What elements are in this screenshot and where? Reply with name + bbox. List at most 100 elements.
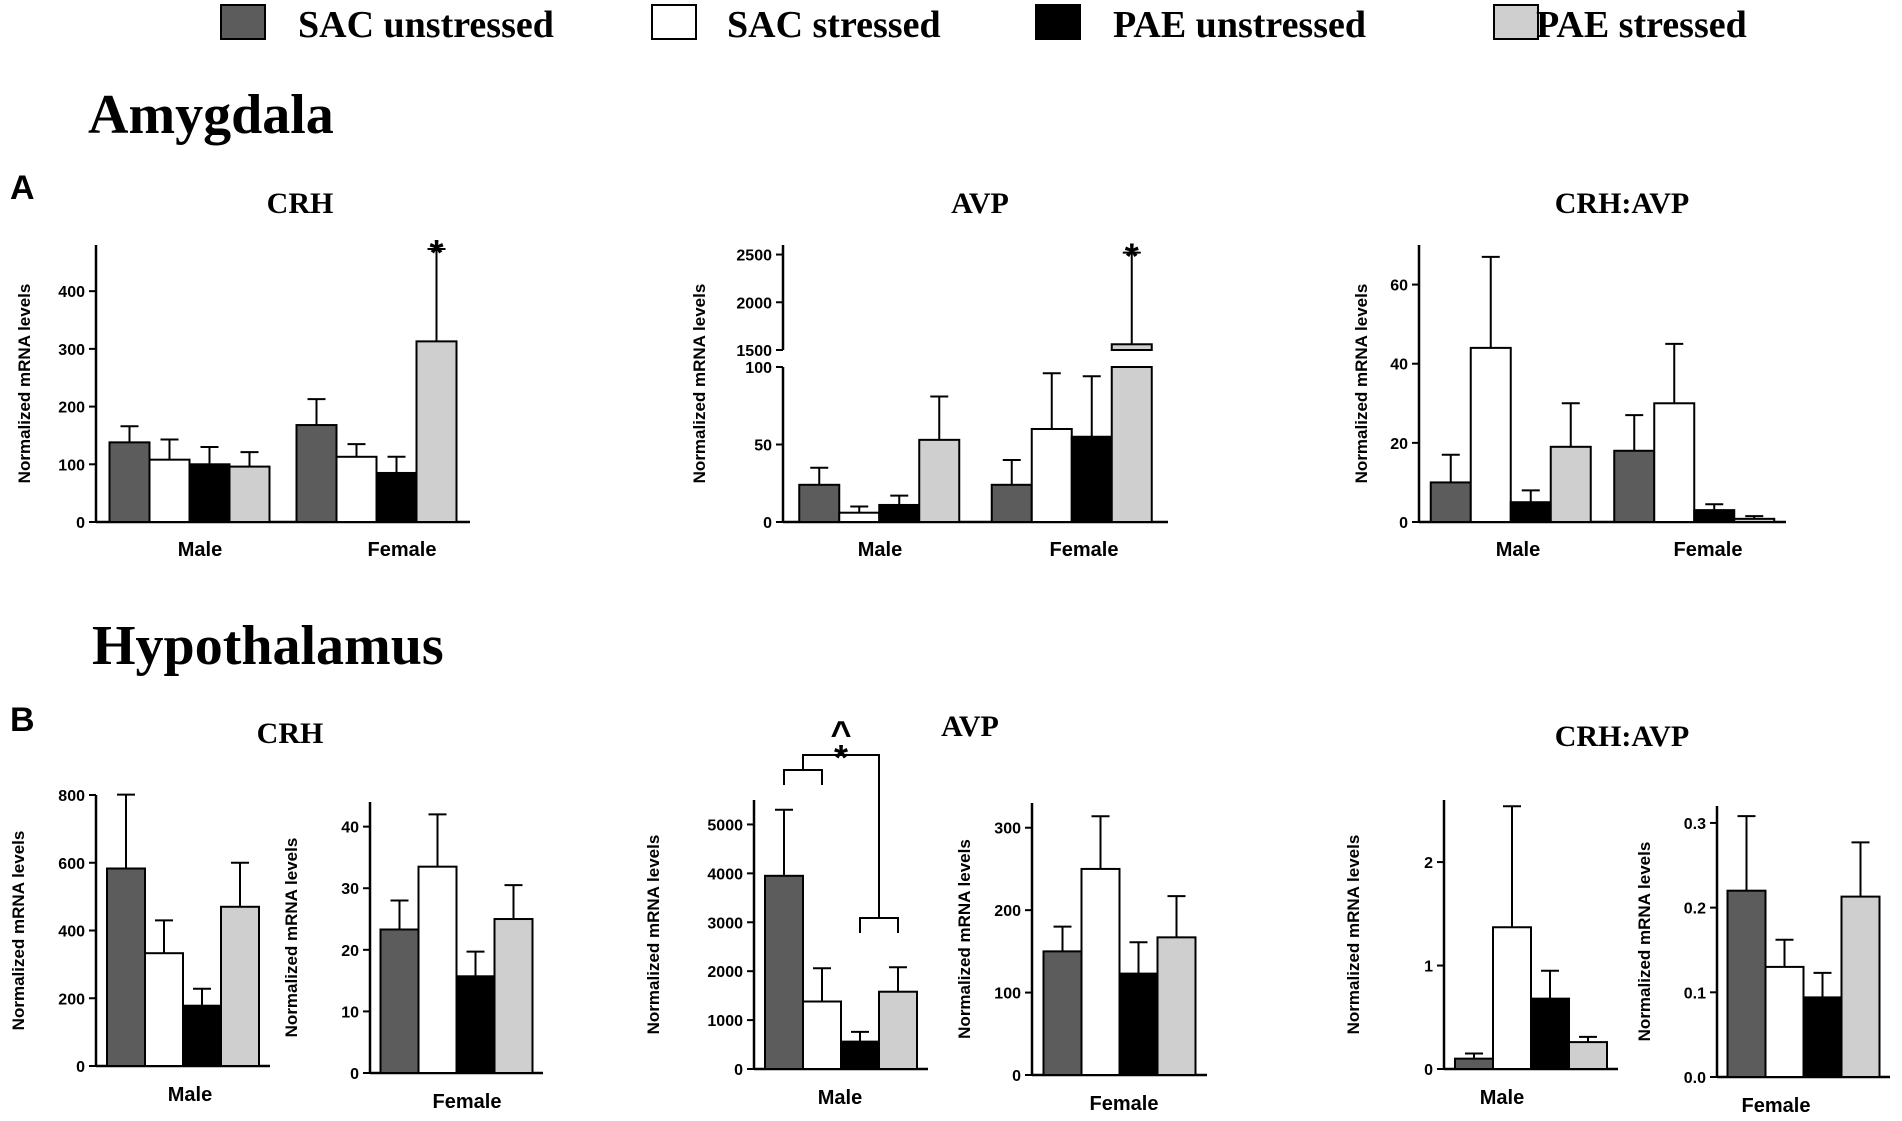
b-crh-f-x-category-label: Female	[433, 1091, 502, 1113]
b-ratio-f-bar	[1840, 895, 1881, 1078]
a-avp-bar	[990, 483, 1033, 523]
a-ratio-bar	[1613, 449, 1656, 523]
a-crh-y-tick-label: 200	[58, 400, 85, 417]
a-crh-y-tick-label: 300	[58, 342, 85, 359]
significance-star: *	[834, 737, 848, 778]
a-avp-significance-star: *	[1125, 236, 1139, 277]
b-crh-m-y-axis-label: Normalized mRNA levels	[9, 831, 28, 1031]
b-ratio-m-bar	[1568, 1041, 1608, 1070]
b-crh-f-bar	[379, 928, 420, 1074]
a-ratio-bar	[1653, 402, 1696, 523]
b-crh-f-y-tick-label: 30	[341, 881, 359, 898]
b-crh-f-y-tick-label: 10	[341, 1004, 359, 1021]
a-crh-y-axis-label: Normalized mRNA levels	[15, 284, 34, 484]
a-crh-significance-star: *	[429, 232, 443, 273]
a-avp-y-tick-label: 100	[745, 360, 772, 377]
a-crh-y-tick-label: 0	[76, 515, 85, 532]
b-crh-m-y-tick-label: 800	[58, 788, 85, 805]
legend-swatch-sac-unstressed	[220, 4, 266, 40]
a-avp-y-axis-label: Normalized mRNA levels	[690, 284, 709, 484]
b-avp-f-bar	[1042, 950, 1083, 1077]
b-avp-m-bar	[764, 874, 804, 1070]
a-ratio-x-category-label: Male	[1496, 539, 1540, 561]
panel-letter-b: B	[10, 701, 35, 739]
b-ratio-m-x-category-label: Male	[1480, 1087, 1524, 1109]
a-crh-y-tick-label: 100	[58, 457, 85, 474]
b-crh-m-y-tick-label: 600	[58, 856, 85, 873]
b-crh-f-y-tick-label: 0	[350, 1066, 359, 1083]
a-ratio-bar	[1469, 346, 1512, 523]
a-crh-title: CRH	[267, 187, 334, 220]
chart-amygdala-crh: CRH Normalized mRNA levels 0 100 200 300 400 Ma…	[15, 187, 470, 561]
chart-hypothalamus-crh-avp-male: CRH:AVP Normalized mRNA levels 0 1 2 Male	[1344, 720, 1689, 1109]
legend-label-pae-unstressed: PAE unstressed	[1113, 4, 1366, 46]
b-ratio-f-y-axis-label: Normalized mRNA levels	[1635, 842, 1654, 1042]
a-avp-y-tick-label: 0	[763, 515, 772, 532]
b-avp-m-y-tick-label: 1000	[707, 1013, 743, 1030]
b-avp-f-bar	[1080, 867, 1121, 1076]
legend-swatch-pae-unstressed	[1035, 4, 1081, 40]
a-crh-x-category-label: Male	[178, 539, 222, 561]
b-crh-m-title: CRH	[257, 717, 324, 750]
b-ratio-m-bar	[1492, 926, 1532, 1070]
b-ratio-f-y-tick-label: 0.2	[1684, 901, 1706, 918]
a-crh-bar	[148, 458, 191, 523]
b-crh-m-bar	[182, 1004, 222, 1068]
a-ratio-y-tick-label: 20	[1390, 436, 1408, 453]
b-avp-m-title: AVP	[941, 710, 999, 743]
a-crh-bar	[335, 455, 378, 523]
a-crh-x-category-label: Female	[368, 539, 437, 561]
b-crh-f-y-tick-label: 40	[341, 820, 359, 837]
b-crh-f-bar	[455, 975, 496, 1074]
a-avp-bar	[1110, 343, 1153, 352]
significance-caret: ^	[830, 713, 851, 754]
chart-hypothalamus-crh-male: CRH Normalized mRNA levels 0 200 400 600 800 Ma…	[9, 717, 323, 1106]
b-avp-m-bar	[802, 1000, 842, 1070]
b-avp-f-x-category-label: Female	[1090, 1093, 1159, 1115]
chart-hypothalamus-crh-female: Normalized mRNA levels 0 10 20 30 40 Female	[282, 802, 543, 1113]
a-ratio-bar	[1693, 509, 1736, 523]
chart-hypothalamus-crh-avp-female: Normalized mRNA levels 0.0 0.1 0.2 0.3 Female	[1635, 806, 1890, 1117]
a-crh-bar	[415, 340, 458, 524]
legend-label-sac-stressed: SAC stressed	[727, 4, 941, 46]
b-ratio-m-bar	[1530, 997, 1570, 1071]
b-avp-f-y-axis-label: Normalized mRNA levels	[955, 839, 974, 1039]
b-crh-f-bar	[493, 918, 534, 1074]
a-avp-y-tick-label: 2000	[736, 295, 772, 312]
a-ratio-y-axis-label: Normalized mRNA levels	[1352, 284, 1371, 484]
a-crh-bar	[228, 465, 271, 524]
legend: SAC unstressed SAC stressed PAE unstress…	[220, 4, 1747, 46]
legend-swatch-pae-stressed	[1493, 4, 1539, 40]
b-crh-m-x-category-label: Male	[168, 1084, 212, 1106]
b-avp-f-y-tick-label: 300	[994, 821, 1021, 838]
b-ratio-f-x-category-label: Female	[1742, 1095, 1811, 1117]
b-avp-m-bar	[840, 1040, 880, 1071]
bracket-pae	[859, 917, 899, 933]
a-crh-bar	[188, 463, 231, 523]
a-avp-bar	[798, 483, 841, 523]
b-avp-m-y-tick-label: 0	[734, 1062, 743, 1079]
chart-amygdala-crh-avp: CRH:AVP Normalized mRNA levels 0 20 40 60 Male…	[1352, 187, 1786, 561]
a-avp-y-tick-label: 50	[754, 438, 772, 455]
b-avp-m-y-tick-label: 2000	[707, 964, 743, 981]
legend-swatch-sac-stressed	[651, 4, 697, 40]
a-avp-title: AVP	[951, 187, 1009, 220]
legend-label-pae-stressed: PAE stressed	[1536, 4, 1747, 46]
a-crh-bar	[108, 441, 151, 523]
b-crh-f-bar	[417, 865, 458, 1075]
a-avp-x-category-label: Male	[858, 539, 902, 561]
a-ratio-bar	[1549, 445, 1592, 524]
b-avp-m-y-tick-label: 3000	[707, 915, 743, 932]
b-crh-m-bar	[144, 952, 184, 1067]
a-ratio-title: CRH:AVP	[1555, 187, 1689, 220]
b-crh-m-y-tick-label: 200	[58, 991, 85, 1008]
a-avp-bar	[878, 503, 921, 524]
b-avp-m-y-tick-label: 4000	[707, 866, 743, 883]
a-avp-y-tick-label: 1500	[736, 343, 772, 360]
a-ratio-y-tick-label: 40	[1390, 357, 1408, 374]
legend-label-sac-unstressed: SAC unstressed	[298, 4, 554, 46]
b-avp-m-y-tick-label: 5000	[707, 817, 743, 834]
b-avp-f-y-tick-label: 200	[994, 903, 1021, 920]
b-crh-m-bar	[220, 905, 260, 1067]
